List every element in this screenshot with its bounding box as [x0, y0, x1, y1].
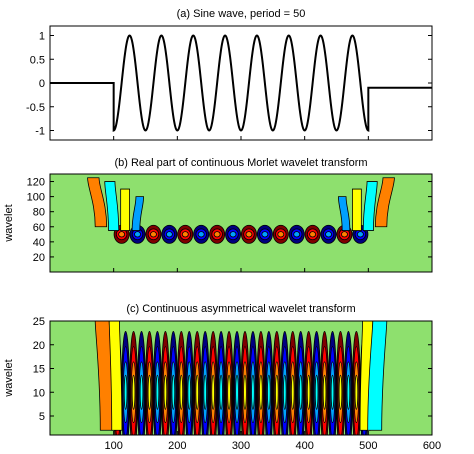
panel-c-xtick-label: 600: [423, 440, 441, 452]
panel-c-negative-lobe: [123, 374, 128, 410]
panel-c-ytick-label: 5: [39, 411, 45, 423]
panel-b-ytick-label: 60: [33, 222, 45, 234]
panel-c-ytick-label: 10: [33, 387, 45, 399]
panel-a-ytick-label: 1: [39, 31, 45, 43]
panel-b-edge-flare: [87, 177, 108, 228]
panel-b-positive-lobe: [245, 231, 253, 238]
panel-c-positive-lobe: [275, 374, 279, 410]
panel-c-xtick-label: 400: [295, 440, 313, 452]
panel-a-title: (a) Sine wave, period = 50: [177, 8, 306, 20]
panel-c-positive-lobe: [131, 374, 136, 410]
panel-c-edge-flare: [108, 321, 123, 431]
panel-b-positive-lobe: [213, 231, 221, 238]
panel-c-positive-lobe: [322, 374, 327, 410]
panel-b-negative-lobe: [229, 231, 237, 238]
panel-b-negative-lobe: [325, 231, 332, 238]
panel-c-positive-lobe: [306, 374, 311, 410]
panel-c-xtick-label: 500: [359, 440, 377, 452]
panel-b-negative-lobe: [261, 231, 269, 238]
panel-c-positive-lobe: [338, 374, 343, 410]
panel-c-negative-lobe: [187, 374, 192, 410]
panel-b-positive-lobe: [277, 231, 285, 238]
panel-b-ytick-label: 40: [33, 237, 45, 249]
panel-b-positive-lobe: [309, 231, 317, 238]
panel-c-negative-lobe: [155, 374, 160, 410]
panel-b-edge-flare: [362, 181, 378, 231]
panel-c-y-ticks: 5 10 15 20 25: [33, 316, 432, 423]
panel-c-positive-lobe: [179, 374, 184, 410]
panel-c-negative-lobe: [235, 374, 239, 410]
panel-b-edge-flare: [131, 196, 144, 231]
panel-b-edge-flare: [352, 188, 362, 231]
panel-c-xtick-label: 200: [168, 440, 186, 452]
panel-b-negative-lobe: [197, 231, 205, 238]
panel-c-xtick-label: 100: [104, 440, 122, 452]
panel-c-edge-flare: [367, 321, 388, 431]
panel-b-edge-flare: [338, 196, 351, 231]
panel-c-negative-lobe: [314, 374, 319, 410]
panel-c-positive-lobe: [354, 374, 359, 410]
panel-a: (a) Sine wave, period = 50 -1 -0.5 0 0.5 1: [26, 8, 433, 141]
panel-c-negative-lobe: [298, 374, 303, 410]
panel-b-negative-lobe: [356, 231, 364, 238]
panel-c-negative-lobe: [282, 374, 287, 410]
panel-c-negative-lobe: [330, 374, 335, 410]
panel-a-ytick-label: -0.5: [26, 102, 45, 114]
panel-c-positive-lobe: [227, 374, 231, 410]
panel-b-ylabel: wavelet: [3, 204, 15, 242]
panel-c-positive-lobe: [243, 374, 247, 410]
panel-c-heatmap: [94, 321, 388, 435]
panel-c-ytick-label: 25: [33, 316, 45, 328]
panel-b: (b) Real part of continuous Morlet wavel…: [3, 157, 433, 273]
panel-b-negative-lobe: [134, 231, 141, 238]
panel-b-heatmap: [87, 177, 395, 244]
panel-b-ytick-label: 20: [33, 252, 45, 264]
panel-b-positive-lobe: [181, 231, 189, 238]
panel-c-x-ticks: 100 200 300 400 500 600: [104, 431, 441, 452]
panel-a-ytick-label: -1: [35, 126, 45, 138]
panel-c-ytick-label: 20: [33, 340, 45, 352]
panel-b-ytick-label: 80: [33, 207, 45, 219]
panel-c-ylabel: wavelet: [3, 359, 15, 397]
panel-b-y-ticks: 20 40 60 80 100 120: [27, 177, 433, 272]
panel-c-title: (c) Continuous asymmetrical wavelet tran…: [126, 303, 355, 315]
panel-a-ytick-label: 0.5: [30, 54, 45, 66]
panel-c-positive-lobe: [211, 374, 215, 410]
panel-c-negative-lobe: [171, 374, 176, 410]
panel-c-xtick-label: 300: [232, 440, 250, 452]
panel-b-edge-flare: [104, 181, 120, 231]
panel-c-negative-lobe: [203, 374, 207, 410]
panel-b-ytick-label: 120: [27, 177, 45, 189]
panel-c-positive-lobe: [290, 374, 295, 410]
panel-b-negative-lobe: [165, 231, 173, 238]
panel-c-negative-lobe: [219, 374, 223, 410]
panel-b-ytick-label: 100: [27, 192, 45, 204]
panel-b-title: (b) Real part of continuous Morlet wavel…: [114, 157, 367, 169]
panel-b-positive-lobe: [118, 231, 126, 238]
panel-c-positive-lobe: [147, 374, 152, 410]
panel-b-positive-lobe: [341, 231, 348, 238]
panel-c-ytick-label: 15: [33, 364, 45, 376]
panel-c-positive-lobe: [195, 374, 200, 410]
panel-c: (c) Continuous asymmetrical wavelet tran…: [3, 303, 441, 452]
panel-c-negative-lobe: [251, 374, 255, 410]
panel-a-ytick-label: 0: [39, 78, 45, 90]
panel-b-edge-flare: [374, 177, 395, 228]
panel-c-negative-lobe: [267, 374, 271, 410]
panel-b-positive-lobe: [150, 231, 157, 238]
sine-wave-line: [50, 34, 432, 132]
panel-c-positive-lobe: [163, 374, 168, 410]
panel-c-negative-lobe: [346, 374, 351, 410]
panel-c-negative-lobe: [139, 374, 144, 410]
panel-b-negative-lobe: [293, 231, 301, 238]
panel-b-edge-flare: [120, 188, 130, 231]
panel-c-positive-lobe: [259, 374, 263, 410]
